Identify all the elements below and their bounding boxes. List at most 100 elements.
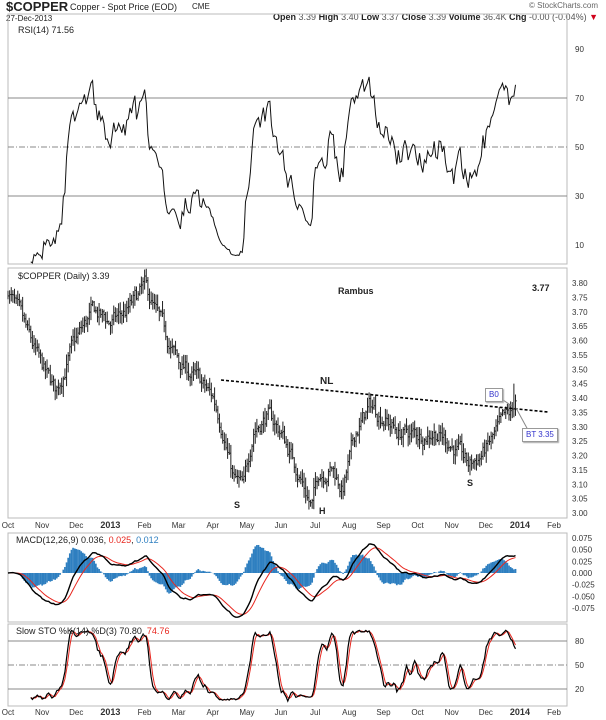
x-tick-label: Nov xyxy=(445,708,459,717)
x-tick-label: Jun xyxy=(275,708,288,717)
x-tick-label: Nov xyxy=(445,521,459,530)
price-tick-label: 3.20 xyxy=(572,452,588,461)
rsi-tick-label: 30 xyxy=(575,192,584,201)
left-shoulder-label: S xyxy=(234,500,241,510)
price-tick-label: 3.55 xyxy=(572,351,588,360)
x-tick-label: Dec xyxy=(69,708,83,717)
price-tick-label: 3.25 xyxy=(572,437,588,446)
x-tick-label: May xyxy=(239,521,254,530)
quote-value: 36.4K xyxy=(483,12,510,22)
rsi-tick-label: 10 xyxy=(575,241,584,250)
down-arrow-icon: ▼ xyxy=(589,12,598,22)
price-tick-label: 3.05 xyxy=(572,495,588,504)
price-tick-label: 3.65 xyxy=(572,322,588,331)
price-tick-label: 3.15 xyxy=(572,466,588,475)
x-tick-label: Jul xyxy=(310,708,320,717)
quote-key: Open xyxy=(273,12,299,22)
price-tick-label: 3.50 xyxy=(572,365,588,374)
price-tick-label: 3.30 xyxy=(572,423,588,432)
rsi-tick-label: 50 xyxy=(575,143,584,152)
rsi-title: RSI(14) 71.56 xyxy=(18,25,75,35)
macd-tick-label: -0.050 xyxy=(572,592,595,601)
instrument-name: Copper - Spot Price (EOD) xyxy=(70,2,178,12)
price-tick-label: 3.40 xyxy=(572,394,588,403)
macd-tick-label: -0.025 xyxy=(572,581,595,590)
rsi-line xyxy=(30,76,517,264)
quote-key: Low xyxy=(361,12,382,22)
macd-tick-label: -0.075 xyxy=(572,604,595,613)
x-tick-label: 2013 xyxy=(100,520,120,530)
quote-key: Volume xyxy=(448,12,484,22)
macd-line xyxy=(7,543,516,618)
macd-panel-frame xyxy=(7,532,568,623)
rsi-tick-label: 70 xyxy=(575,94,584,103)
watermark: © StockCharts.com xyxy=(528,1,598,10)
x-tick-label: Dec xyxy=(479,708,493,717)
head-label: H xyxy=(319,506,326,516)
price-tick-label: 3.80 xyxy=(572,279,588,288)
price-tick-label: 3.75 xyxy=(572,293,588,302)
macd-tick-label: 0.025 xyxy=(572,557,593,566)
sto-tick-label: 20 xyxy=(575,685,584,694)
x-tick-label: 2014 xyxy=(510,520,530,530)
right-shoulder-label: S xyxy=(467,478,474,488)
price-tick-label: 3.70 xyxy=(572,308,588,317)
x-tick-label: Jun xyxy=(275,521,288,530)
quote-value: 3.37 xyxy=(381,12,402,22)
quote-key: Close xyxy=(401,12,429,22)
x-tick-label: Sep xyxy=(376,521,391,530)
x-tick-label: Feb xyxy=(138,521,152,530)
price-title: $COPPER (Daily) 3.39 xyxy=(18,271,110,281)
rsi-panel-frame xyxy=(7,13,568,265)
x-tick-label: Mar xyxy=(172,521,186,530)
x-tick-label: Sep xyxy=(376,708,391,717)
backtest-callout-pointer xyxy=(515,407,529,431)
rsi-tick-label: 90 xyxy=(575,45,584,54)
x-tick-label: Jul xyxy=(310,521,320,530)
x-tick-label: Oct xyxy=(411,708,424,717)
price-tick-label: 3.00 xyxy=(572,509,588,518)
author-label: Rambus xyxy=(338,286,374,296)
symbol: $COPPER xyxy=(6,0,69,14)
sto-k-line xyxy=(30,629,517,703)
x-tick-label: Nov xyxy=(35,708,49,717)
x-tick-label: Aug xyxy=(342,521,356,530)
quote-value: -0.00 (-0.04%) xyxy=(529,12,590,22)
x-tick-label: Oct xyxy=(411,521,424,530)
x-tick-label: Apr xyxy=(207,521,220,530)
sto-tick-label: 80 xyxy=(575,637,584,646)
macd-tick-label: 0.075 xyxy=(572,534,593,543)
neckline-label: NL xyxy=(320,376,334,387)
x-tick-label: Oct xyxy=(2,521,15,530)
price-tick-label: 3.60 xyxy=(572,337,588,346)
quote-value: 3.39 xyxy=(298,12,319,22)
x-tick-label: Oct xyxy=(2,708,15,717)
x-tick-label: Nov xyxy=(35,521,49,530)
x-tick-label: Aug xyxy=(342,708,356,717)
breakout-callout: B0 xyxy=(485,388,503,402)
value-label: 3.77 xyxy=(532,283,550,293)
x-tick-label: 2013 xyxy=(100,707,120,717)
quote-bar: Open 3.39 High 3.40 Low 3.37 Close 3.39 … xyxy=(273,12,598,22)
x-tick-label: Apr xyxy=(207,708,220,717)
chart-date: 27-Dec-2013 xyxy=(6,14,53,23)
x-tick-label: 2014 xyxy=(510,707,530,717)
quote-key: Chg xyxy=(509,12,530,22)
price-panel-frame xyxy=(7,267,568,519)
x-tick-label: Feb xyxy=(547,521,561,530)
price-tick-label: 3.35 xyxy=(572,408,588,417)
macd-tick-label: 0.000 xyxy=(572,569,593,578)
x-tick-label: May xyxy=(239,708,254,717)
macd-tick-label: 0.050 xyxy=(572,546,593,555)
sto-tick-label: 50 xyxy=(575,661,584,670)
backtest-callout: BT 3.35 xyxy=(522,428,558,442)
quote-value: 3.40 xyxy=(341,12,362,22)
sto-title: Slow STO %K(14) %D(3) 70.80, 74.76 xyxy=(16,626,170,636)
x-tick-label: Dec xyxy=(69,521,83,530)
price-tick-label: 3.10 xyxy=(572,480,588,489)
price-tick-label: 3.45 xyxy=(572,380,588,389)
quote-key: High xyxy=(318,12,342,22)
x-tick-label: Dec xyxy=(479,521,493,530)
